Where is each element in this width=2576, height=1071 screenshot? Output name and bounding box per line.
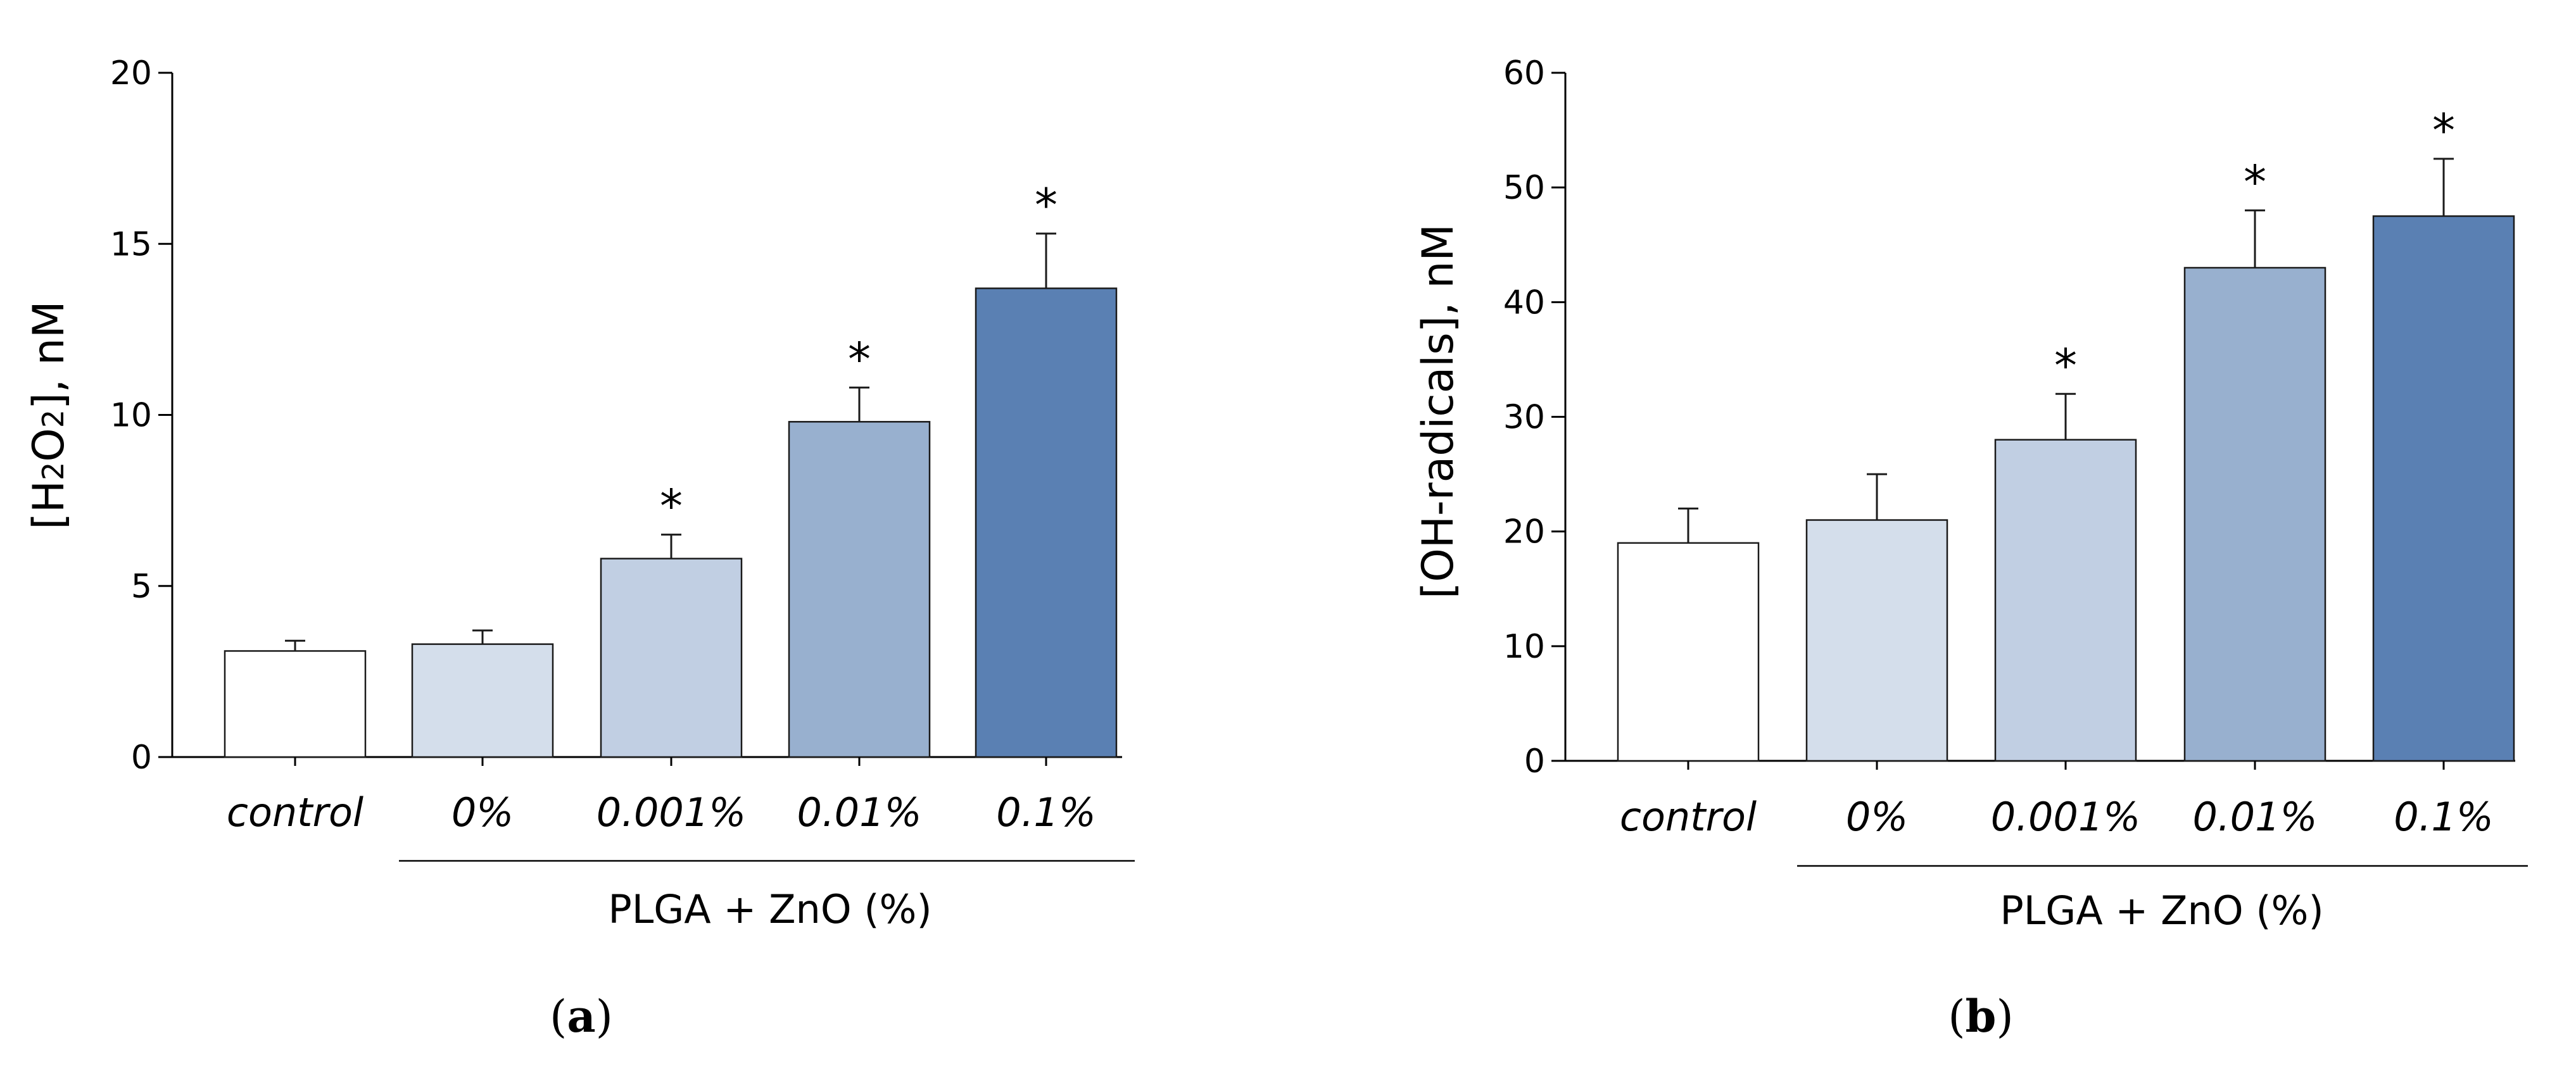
y-tick-label: 40 <box>1503 284 1545 322</box>
y-tick-label: 0 <box>1524 742 1545 780</box>
significance-marker: * <box>2432 104 2455 157</box>
y-tick-label: 0 <box>131 739 152 777</box>
bar <box>975 287 1118 758</box>
x-tick-label: control <box>227 789 363 836</box>
bar <box>2372 215 2515 762</box>
y-tick-label: 50 <box>1503 169 1545 207</box>
y-tick-label: 60 <box>1503 54 1545 92</box>
y-tick-label: 30 <box>1503 399 1545 437</box>
x-tick-label: 0.001% <box>1991 794 2140 840</box>
panel-label: (a) <box>550 990 613 1043</box>
y-tick-label: 20 <box>1503 513 1545 551</box>
x-tick-label: 0.001% <box>597 789 746 836</box>
bar <box>224 650 367 758</box>
bar <box>1617 542 1760 762</box>
y-axis-label: [H2O2], nM <box>24 301 74 529</box>
x-tick-label: 0% <box>451 789 514 836</box>
bar <box>600 558 743 758</box>
x-tick-label: control <box>1620 794 1757 840</box>
chart-panel-a: 0 5 10 15 20 [H2O2], nM control 0% * 0.001% * 0.01%… <box>24 54 1135 1043</box>
significance-marker: * <box>1035 178 1058 232</box>
significance-marker: * <box>660 480 683 533</box>
x-tick-label: 0.1% <box>2394 794 2494 840</box>
y-tick-label: 10 <box>110 397 152 435</box>
x-tick-label: 0.01% <box>2193 794 2318 840</box>
y-tick-label: 20 <box>110 54 152 92</box>
bar <box>1994 439 2137 762</box>
y-tick-label: 5 <box>131 568 152 606</box>
y-tick-label: 15 <box>110 225 152 263</box>
x-tick-label: 0.01% <box>797 789 922 836</box>
y-tick-label: 10 <box>1503 628 1545 666</box>
bar <box>2183 266 2327 762</box>
group-label: PLGA + ZnO (%) <box>608 886 931 932</box>
group-label: PLGA + ZnO (%) <box>2000 887 2323 934</box>
bar <box>411 643 554 758</box>
panel-label: (b) <box>1948 990 2014 1043</box>
bar <box>1805 519 1948 762</box>
y-axis-label: [OH-radicals], nM <box>1413 224 1463 599</box>
significance-marker: * <box>2054 339 2077 392</box>
x-tick-label: 0.1% <box>996 789 1096 836</box>
significance-marker: * <box>2244 155 2266 208</box>
significance-marker: * <box>848 332 871 385</box>
bar <box>788 421 931 758</box>
chart-panel-b: 0 10 20 30 40 50 60 [OH-radicals], nM control 0% *… <box>1413 54 2528 1043</box>
x-tick-label: 0% <box>1846 794 1908 840</box>
